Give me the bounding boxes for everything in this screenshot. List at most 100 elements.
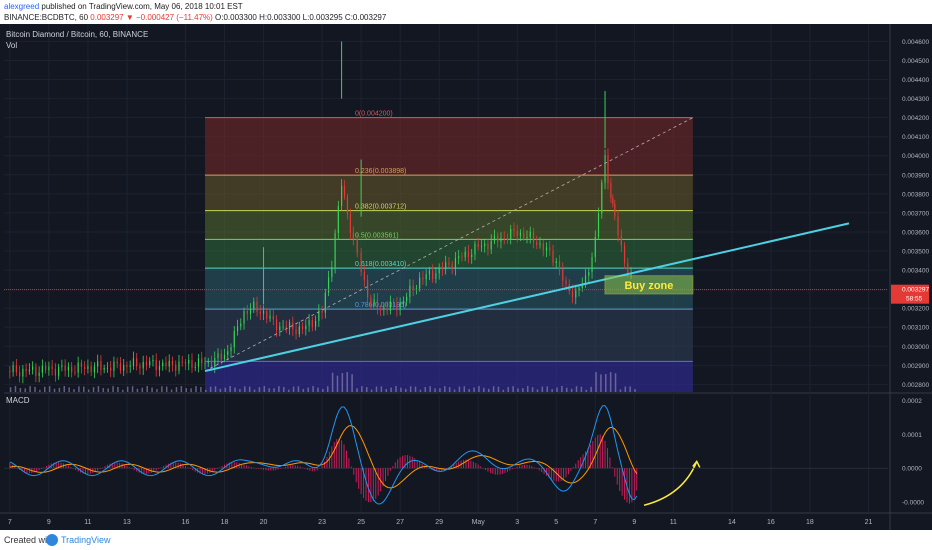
candle-body bbox=[448, 262, 450, 265]
macd-histogram-bar bbox=[480, 466, 482, 469]
macd-histogram-bar bbox=[560, 468, 562, 482]
macd-histogram-bar bbox=[77, 468, 79, 472]
macd-histogram-bar bbox=[314, 468, 316, 472]
macd-histogram-bar bbox=[175, 462, 177, 469]
macd-histogram-bar bbox=[438, 468, 440, 472]
candle-body bbox=[116, 361, 118, 364]
volume-bar bbox=[53, 388, 56, 392]
candle-body bbox=[51, 366, 53, 369]
macd-histogram-bar bbox=[343, 444, 345, 469]
macd-histogram-bar bbox=[399, 457, 401, 469]
volume-bar bbox=[395, 386, 397, 392]
candle-body bbox=[340, 185, 343, 206]
volume-bar bbox=[48, 386, 51, 392]
price-tick-label: 0.003200 bbox=[902, 306, 929, 313]
macd-histogram-bar bbox=[292, 465, 294, 469]
volume-bar bbox=[180, 386, 183, 392]
macd-histogram-bar bbox=[160, 467, 162, 469]
chart-area[interactable]: 0(0.004200) 0.236(0.003898) 0.382(0.003712… bbox=[0, 24, 932, 530]
x-tick-label: 11 bbox=[84, 519, 91, 526]
macd-histogram-bar bbox=[304, 468, 306, 469]
macd-histogram-bar bbox=[182, 464, 184, 469]
candle-body bbox=[288, 322, 291, 329]
candle-body bbox=[562, 268, 564, 281]
fib-zone bbox=[204, 210, 693, 240]
candle-body bbox=[139, 366, 141, 369]
chart-header: alexgreed published on TradingView.com, … bbox=[0, 0, 932, 24]
volume-bar bbox=[244, 386, 246, 392]
x-tick-label: 5 bbox=[554, 519, 558, 526]
candle-body bbox=[399, 304, 401, 310]
volume-bar bbox=[531, 387, 534, 392]
macd-histogram-bar bbox=[189, 468, 191, 469]
volume-bar bbox=[29, 386, 31, 392]
candle-body bbox=[45, 365, 47, 371]
candle-body bbox=[38, 372, 40, 376]
price-tick-label: 0.003700 bbox=[902, 210, 929, 217]
macd-histogram-bar bbox=[416, 459, 418, 469]
author-link[interactable]: alexgreed bbox=[4, 2, 40, 11]
price-tick-label: 0.003600 bbox=[902, 229, 929, 236]
fib-level-label: 0.5(0.003561) bbox=[355, 232, 399, 239]
footer: Created with TradingView bbox=[0, 530, 932, 550]
macd-histogram-bar bbox=[570, 468, 572, 471]
macd-histogram-bar bbox=[55, 462, 57, 469]
price-tick-label: 0.004600 bbox=[902, 39, 929, 46]
drawings[interactable]: Buy zone bbox=[4, 117, 888, 506]
tradingview-brand[interactable]: TradingView bbox=[61, 535, 111, 545]
candle-body bbox=[54, 368, 56, 376]
volume-bar bbox=[473, 387, 475, 392]
volume-bar bbox=[541, 386, 544, 392]
candle-body bbox=[435, 273, 437, 279]
candle-body bbox=[367, 280, 369, 298]
macd-arrow-curve bbox=[643, 461, 698, 506]
price-tick-label: 0.003100 bbox=[902, 325, 929, 332]
candle-body bbox=[32, 366, 34, 370]
macd-histogram-bar bbox=[577, 460, 579, 469]
candle-body bbox=[422, 277, 424, 280]
volume-bar bbox=[351, 374, 353, 392]
candle-body bbox=[591, 257, 593, 273]
candle-body bbox=[87, 366, 89, 369]
volume-bar bbox=[429, 386, 431, 392]
candle-body bbox=[425, 274, 427, 280]
candle-body bbox=[272, 315, 274, 320]
symbol-info: BINANCE:BCDBTC, 60 0.003297 ▼ −0.000427 … bbox=[4, 13, 386, 22]
price-tick-label: 0.004500 bbox=[902, 58, 929, 65]
candle-body bbox=[445, 262, 447, 270]
volume-bar bbox=[68, 387, 70, 392]
volume-bar bbox=[556, 387, 558, 392]
candle-body bbox=[214, 358, 216, 367]
macd-histogram-bar bbox=[580, 457, 582, 469]
macd-histogram-bar bbox=[563, 468, 565, 480]
macd-histogram-bar bbox=[219, 467, 221, 469]
macd-histogram-bar bbox=[519, 465, 521, 469]
volume-bar bbox=[234, 387, 236, 392]
macd-histogram-bar bbox=[265, 468, 267, 471]
volume-bar bbox=[414, 386, 417, 392]
fib-level-label: 0(0.004200) bbox=[355, 111, 393, 118]
candle-body bbox=[376, 299, 378, 310]
fib-level-label: 0.618(0.003410) bbox=[355, 261, 406, 268]
candle-body bbox=[497, 235, 499, 242]
macd-histogram-bar bbox=[389, 468, 391, 471]
macd-histogram-bar bbox=[494, 468, 496, 475]
fibonacci-retracement[interactable]: 0(0.004200) 0.236(0.003898) 0.382(0.003712… bbox=[204, 111, 693, 392]
volume-bar bbox=[609, 372, 612, 392]
macd-histogram-bar bbox=[311, 468, 313, 472]
candle-body bbox=[67, 366, 69, 371]
macd-histogram-bar bbox=[614, 468, 616, 477]
candle-body bbox=[158, 366, 161, 371]
volume-bar bbox=[151, 387, 153, 392]
macd-histogram-bar bbox=[124, 464, 126, 469]
candle-body bbox=[380, 309, 382, 311]
macd-histogram-bar bbox=[636, 468, 638, 491]
x-tick-label: 3 bbox=[515, 519, 519, 526]
volume-bar bbox=[283, 387, 285, 392]
volume-bar bbox=[126, 386, 129, 392]
candle-body bbox=[441, 267, 444, 270]
volume-bar bbox=[619, 389, 622, 392]
candle-body bbox=[100, 361, 102, 370]
macd-histogram-bar bbox=[555, 468, 557, 482]
macd-histogram-bar bbox=[380, 468, 382, 492]
